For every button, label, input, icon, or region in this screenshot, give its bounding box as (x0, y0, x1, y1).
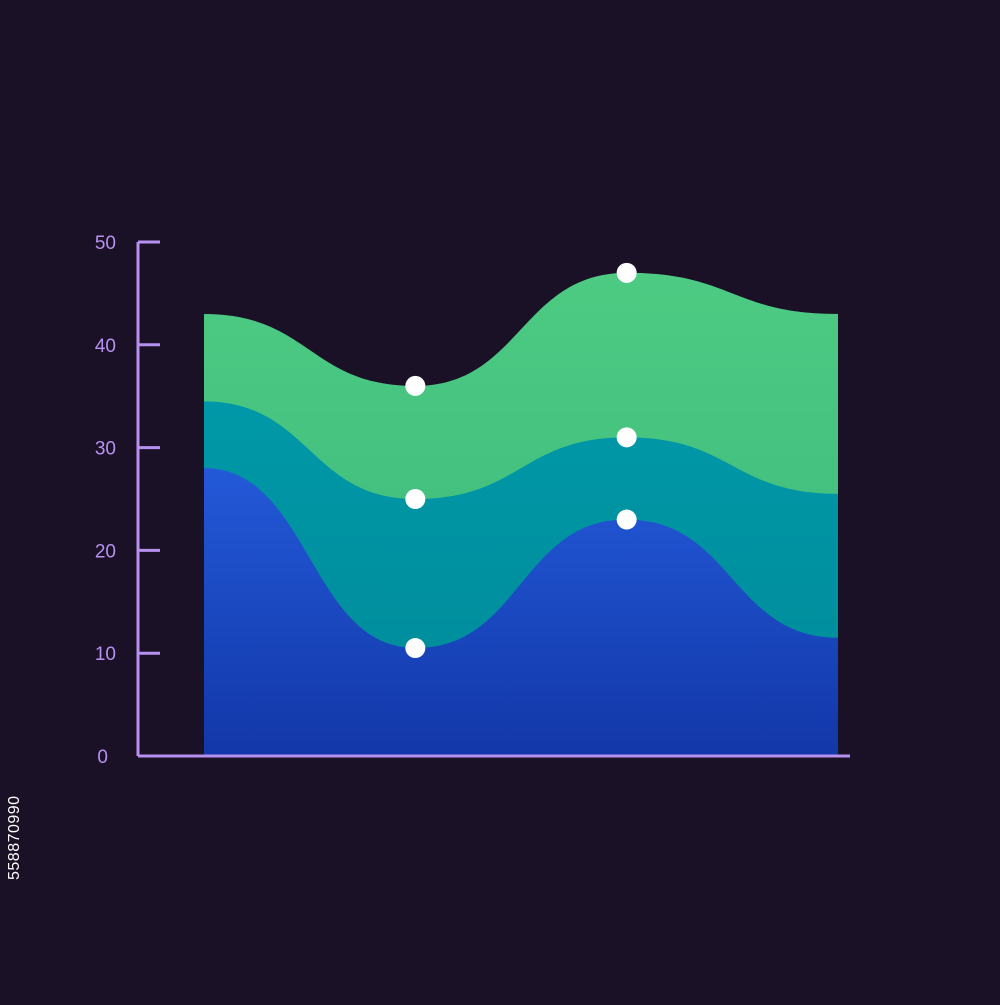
marker-series-3-x1 (405, 375, 426, 396)
marker-series-1-x2 (616, 509, 637, 530)
y-tick-label-10: 10 (95, 644, 116, 665)
stock-id-text: 558870990 (6, 795, 23, 880)
marker-series-2-x1 (405, 489, 426, 509)
marker-series-3-x2 (616, 262, 637, 283)
y-tick-label-0: 0 (97, 747, 108, 768)
axes (136, 240, 850, 758)
y-tick-labels: 0 10 20 30 40 50 (95, 233, 116, 768)
marker-series-2-x2 (616, 427, 637, 448)
y-tick-label-30: 30 (95, 439, 116, 460)
area-series-1 (204, 468, 838, 756)
y-tick-label-40: 40 (95, 336, 116, 357)
marker-series-1-x1 (405, 638, 426, 659)
data-markers (405, 262, 637, 659)
area-layers (204, 272, 838, 756)
y-tick-label-20: 20 (95, 541, 116, 562)
y-tick-label-50: 50 (95, 233, 116, 254)
